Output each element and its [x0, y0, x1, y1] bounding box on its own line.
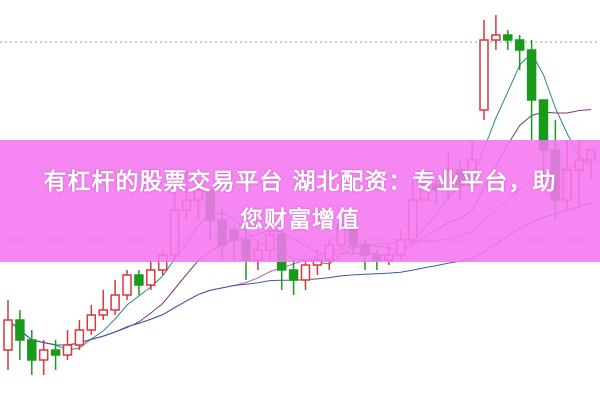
candle-body [134, 274, 144, 286]
candle-body [15, 319, 25, 341]
candle-body [503, 34, 513, 41]
candle-body [3, 319, 13, 351]
candle-body [86, 314, 97, 331]
banner-title-line-2: 您财富增值 [240, 207, 360, 233]
candle-body [122, 274, 132, 296]
candle-body [491, 34, 501, 41]
title-banner: 有杠杆的股票交易平台 湖北配资：专业平台，助 您财富增值 [0, 140, 600, 262]
candle-body [50, 349, 61, 356]
candle-body [110, 294, 120, 311]
candle-body [74, 329, 85, 346]
candle-body [526, 49, 537, 101]
candle-body [479, 39, 489, 111]
banner-title-line-1: 有杠杆的股票交易平台 湖北配资：专业平台，助 [43, 169, 557, 195]
candle-body [146, 269, 156, 286]
candle-body [514, 39, 525, 51]
candle-body [98, 309, 108, 316]
candle-body [62, 344, 73, 356]
candle-body [300, 264, 311, 281]
candle-body [288, 269, 299, 281]
candle-body [38, 349, 49, 361]
candle-body [27, 339, 37, 361]
